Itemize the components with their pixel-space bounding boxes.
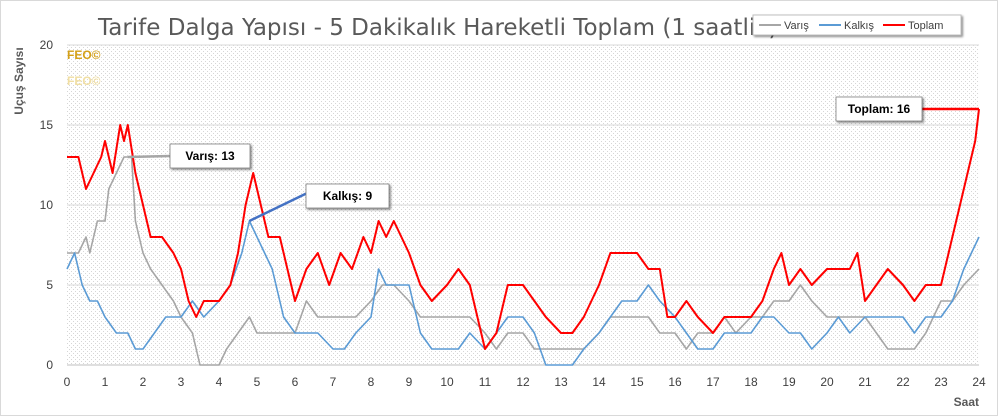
x-tick-label: 14 xyxy=(592,375,606,389)
callout-leader-0 xyxy=(127,154,171,159)
x-tick-label: 3 xyxy=(178,375,185,389)
x-tick-label: 9 xyxy=(406,375,413,389)
chart-title: Tarife Dalga Yapısı - 5 Dakikalık Hareke… xyxy=(97,15,778,41)
legend-label-toplam: Toplam xyxy=(908,20,943,32)
x-tick-label: 11 xyxy=(479,375,492,389)
legend-label-kalkis: Kalkış xyxy=(844,20,874,32)
series-line-2 xyxy=(67,108,980,350)
x-tick-label: 7 xyxy=(330,375,337,389)
y-tick-label: 0 xyxy=(46,358,53,372)
gridlines xyxy=(67,44,979,286)
callout-leader-1 xyxy=(248,192,307,223)
y-tick-label: 5 xyxy=(46,278,53,292)
x-tick-label: 1 xyxy=(102,375,109,389)
x-tick-label: 22 xyxy=(896,375,910,389)
watermark-logo: FEO© xyxy=(67,48,101,62)
callout-label: Toplam: 16 xyxy=(848,102,911,116)
legend-box xyxy=(752,14,962,36)
x-tick-label: 19 xyxy=(782,375,796,389)
x-tick-label: 8 xyxy=(368,375,375,389)
x-tick-label: 17 xyxy=(706,375,720,389)
x-tick-label: 13 xyxy=(554,375,568,389)
callout-box-2 xyxy=(835,96,923,122)
callout-box-0 xyxy=(169,143,251,169)
series-lines xyxy=(66,108,980,366)
callout-label: Kalkış: 9 xyxy=(323,189,373,203)
x-tick-label: 6 xyxy=(292,375,299,389)
y-axis-label: Uçuş Sayısı xyxy=(12,47,26,114)
x-tick-label: 12 xyxy=(516,375,530,389)
x-tick-label: 16 xyxy=(668,375,682,389)
y-tick-label: 20 xyxy=(40,38,54,52)
callout-label: Varış: 13 xyxy=(185,149,235,163)
callout-box-1 xyxy=(305,183,390,209)
x-tick-label: 21 xyxy=(858,375,872,389)
x-tick-label: 15 xyxy=(630,375,644,389)
x-tick-label: 0 xyxy=(64,375,71,389)
x-tick-label: 18 xyxy=(744,375,758,389)
x-tick-label: 5 xyxy=(254,375,261,389)
x-tick-label: 24 xyxy=(972,375,986,389)
legend-label-varis: Varış xyxy=(784,20,809,32)
x-tick-label: 4 xyxy=(216,375,223,389)
y-tick-label: 15 xyxy=(40,118,54,132)
y-tick-label: 10 xyxy=(40,198,54,212)
callouts: Varış: 13 Kalkış: 9 Toplam: 16 xyxy=(127,96,979,223)
x-tick-label: 23 xyxy=(934,375,948,389)
legend: Varış Kalkış Toplam xyxy=(752,14,962,36)
y-axis-ticks: 0 5 10 15 20 xyxy=(40,38,54,372)
x-tick-label: 20 xyxy=(820,375,834,389)
series-line-0 xyxy=(67,156,980,366)
watermark-logo-faded: FEO© xyxy=(67,74,101,88)
x-tick-label: 10 xyxy=(440,375,454,389)
x-axis-label: Saat xyxy=(954,395,979,409)
x-tick-label: 2 xyxy=(140,375,147,389)
x-axis-ticks: 0 1 2 3 4 5 6 7 8 9 10 11 12 13 14 15 16 17 18 19 20 21 22 23 24 xyxy=(64,375,986,389)
